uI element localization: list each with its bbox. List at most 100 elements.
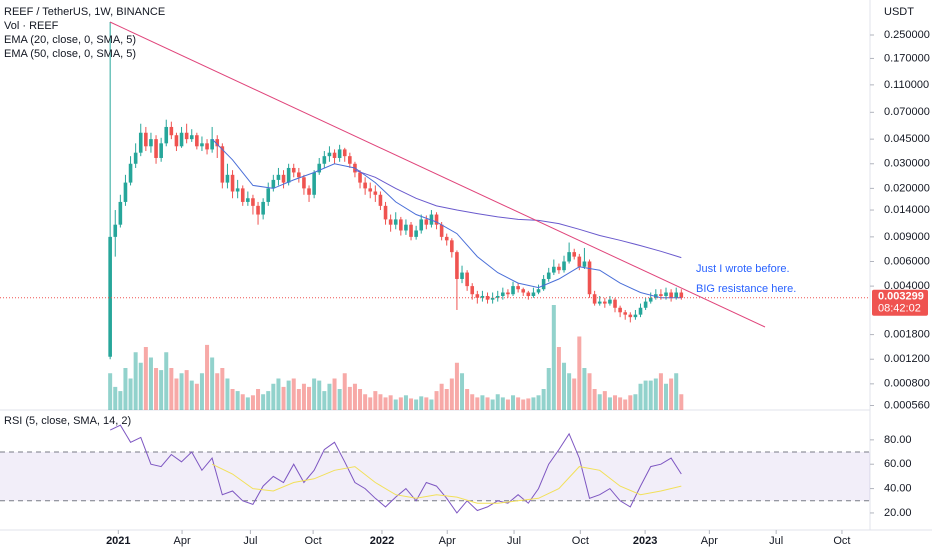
volume-bar — [403, 395, 408, 410]
volume-bar — [210, 357, 215, 410]
volume-bar — [215, 373, 220, 410]
candle-body — [337, 149, 342, 158]
volume-bar — [398, 397, 403, 410]
candle-body — [552, 266, 556, 273]
candle-body — [235, 188, 240, 192]
volume-bar — [424, 397, 429, 410]
volume-bar — [577, 336, 582, 410]
candle-body — [195, 135, 199, 147]
y-tick-label: 0.170000 — [884, 52, 930, 64]
candle-body — [118, 201, 123, 225]
volume-bar — [679, 394, 684, 410]
volume-bar — [465, 389, 470, 410]
volume-bar — [521, 399, 526, 410]
volume-bar — [658, 373, 663, 410]
candle-body — [562, 261, 566, 271]
volume-bar — [669, 378, 674, 410]
candle-body — [648, 297, 653, 302]
candle-body — [169, 126, 174, 136]
candle-body — [189, 135, 194, 140]
candle-body — [465, 272, 469, 287]
volume-bar — [230, 389, 235, 410]
volume-bar — [607, 397, 612, 410]
volume-bar — [256, 389, 261, 410]
volume-bar — [531, 397, 536, 410]
x-tick-label: Apr — [173, 535, 190, 547]
volume-bar — [271, 383, 276, 410]
candle-body — [546, 272, 551, 279]
volume-bar — [225, 378, 230, 410]
volume-bar — [363, 394, 368, 410]
candle-body — [659, 294, 663, 296]
volume-bar — [414, 399, 419, 410]
indicator-line — [354, 169, 682, 259]
volume-bar — [169, 368, 174, 410]
volume-bar — [245, 397, 250, 410]
y-tick-label: 0.009000 — [884, 231, 930, 243]
rsi-tick-label: 20.00 — [884, 507, 912, 519]
candle-body — [419, 219, 424, 231]
candle-body — [297, 172, 301, 178]
y-tick-label: 0.000800 — [884, 378, 930, 390]
volume-bar — [164, 352, 169, 410]
candle-body — [322, 156, 327, 164]
y-tick-label: 0.045000 — [884, 133, 930, 145]
volume-bar — [572, 378, 577, 410]
volume-bar — [429, 399, 434, 410]
candle-body — [128, 163, 133, 183]
volume-bar — [154, 368, 159, 410]
candle-body — [597, 301, 602, 304]
candle-body — [444, 236, 449, 241]
candle-body — [613, 299, 617, 308]
layers: 0.250000 0.170000 0.110000 0.070000 0.045000… — [0, 21, 930, 547]
candle-body — [307, 188, 311, 195]
volume-bar — [419, 396, 424, 410]
volume-bar — [235, 391, 240, 410]
ema50-legend: EMA (50, close, 0, SMA, 5) — [4, 48, 136, 60]
volume-bar — [184, 370, 189, 410]
candle-body — [664, 292, 668, 296]
rsi-legend: RSI (5, close, SMA, 14, 2) — [4, 415, 131, 427]
candle-body — [409, 224, 413, 237]
candle-body — [495, 295, 500, 298]
x-tick-label: 2022 — [370, 535, 394, 547]
candle-body — [123, 182, 128, 202]
candle-body — [205, 143, 209, 150]
candle-body — [526, 292, 531, 296]
rsi-tick-label: 40.00 — [884, 482, 912, 494]
y-tick-label: 0.001200 — [884, 353, 930, 365]
candle-body — [439, 224, 444, 237]
volume-bar — [148, 357, 153, 410]
volume-bar — [587, 373, 592, 410]
volume-bar — [179, 373, 184, 410]
candle-body — [501, 292, 505, 296]
candle-body — [149, 139, 153, 147]
volume-bar — [128, 378, 133, 410]
rsi-tick-label: 80.00 — [884, 434, 912, 446]
candle-body — [506, 292, 510, 295]
volume-bar — [393, 399, 398, 410]
volume-bar — [174, 378, 179, 410]
candle-body — [567, 252, 571, 262]
y-tick-label: 0.014000 — [884, 204, 930, 216]
volume-bar — [597, 394, 602, 410]
volume-bar — [368, 397, 373, 410]
candle-body — [414, 230, 418, 237]
candle-body — [251, 198, 255, 206]
y-tick-label: 0.020000 — [884, 182, 930, 194]
volume-bar — [327, 383, 332, 410]
volume-bar — [475, 397, 480, 410]
volume-bar — [613, 395, 618, 410]
volume-bar — [352, 383, 357, 410]
volume-bar — [511, 395, 516, 410]
candle-body — [261, 201, 265, 215]
candle-body — [643, 301, 648, 308]
volume-bar — [281, 386, 286, 410]
volume-bar — [505, 399, 510, 410]
volume-bar — [266, 391, 271, 410]
y-tick-label: 0.001800 — [884, 329, 930, 341]
candle-body — [358, 172, 362, 183]
indicator-line — [109, 424, 682, 514]
candle-body — [674, 292, 679, 298]
candle-body — [312, 172, 316, 195]
